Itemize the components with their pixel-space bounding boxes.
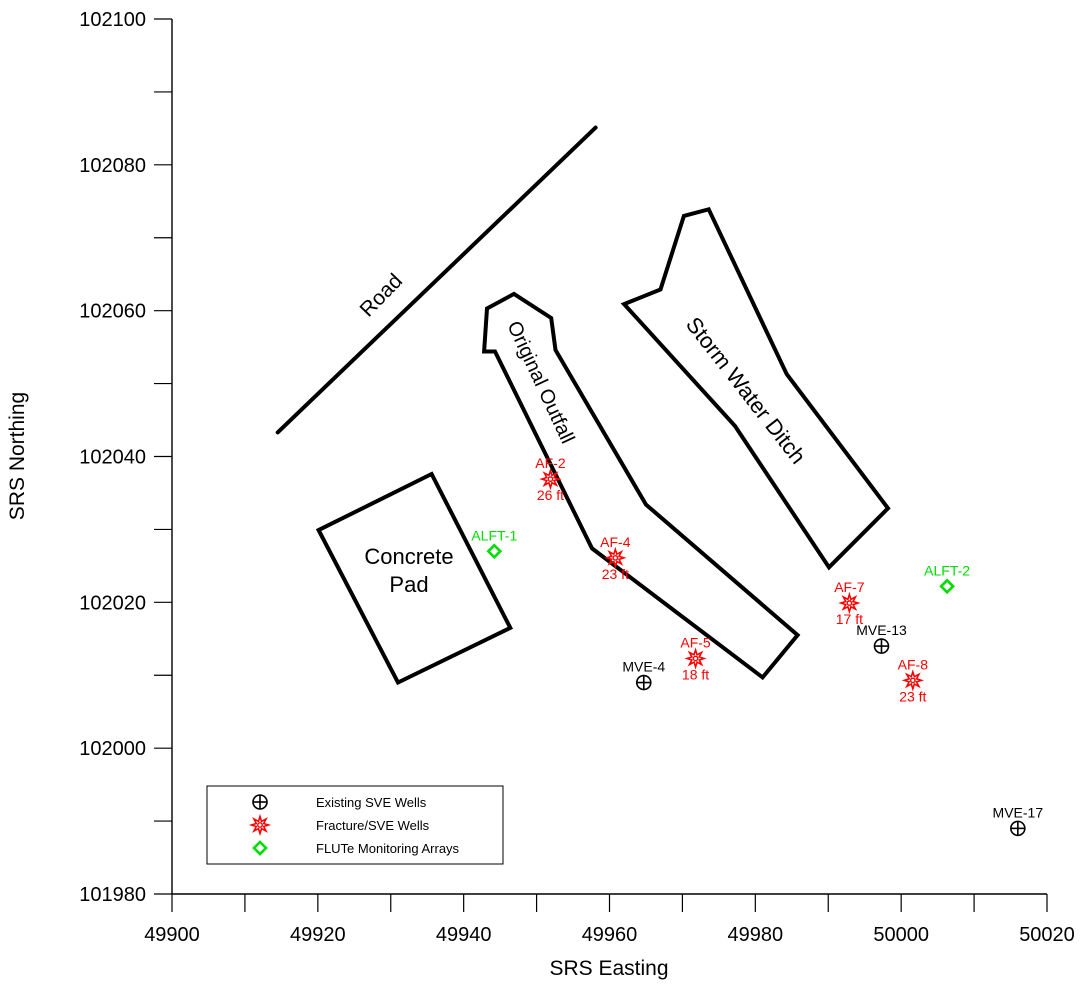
gear-hub [692, 655, 699, 662]
concrete-pad-label-line: Pad [389, 572, 428, 597]
original-outfall-outline [481, 291, 801, 681]
concrete-pad-label-line: Concrete [364, 544, 453, 569]
af-7-marker [838, 591, 861, 615]
original-outfall-label: Original Outfall [503, 318, 579, 447]
mve-13-label: MVE-13 [856, 622, 907, 638]
af-2-depth-label: 26 ft [537, 487, 564, 503]
af-5-label: AF-5 [680, 634, 711, 650]
x-tick-label: 49940 [436, 924, 492, 946]
gear-outline [901, 669, 924, 692]
af-5-depth-label: 18 ft [682, 666, 709, 682]
legend-flute-monitoring-arrays-symbol [252, 840, 268, 856]
axes: 49900 49920 49940 49960 49980 50000 50020 10198… [79, 9, 1075, 946]
af-2-label: AF-2 [535, 455, 566, 471]
y-axis-label: SRS Northing [6, 392, 29, 520]
gear-hub [846, 600, 853, 606]
y-tick-label: 101980 [79, 884, 146, 906]
af-5-marker [684, 647, 707, 670]
y-tick-label: 102000 [79, 738, 146, 760]
alft-2-marker [939, 578, 955, 595]
legend-fracture-sve-wells-label: Fracture/SVE Wells [316, 818, 430, 833]
legend-fracture-sve-wells-symbol [248, 813, 272, 837]
af-8-label: AF-8 [898, 656, 929, 672]
af-8-marker [901, 669, 924, 692]
legend-flute-monitoring-arrays-label: FLUTe Monitoring Arrays [316, 841, 460, 856]
alft-1-marker [486, 543, 503, 560]
gear-outline [684, 647, 707, 670]
af-4-marker [604, 546, 627, 569]
wells: MVE-4 MVE-13 MVE-17 AF-2 26 ft AF-4 23 ft AF-5 1… [471, 455, 1044, 837]
y-tick-label: 102020 [79, 592, 146, 614]
mve-4-label: MVE-4 [622, 659, 665, 675]
af-7-label: AF-7 [834, 579, 865, 595]
af-4-depth-label: 23 ft [602, 566, 629, 582]
legend-existing-sve-wells-symbol [252, 794, 268, 810]
concrete-pad-outline [315, 471, 514, 686]
af-4-label: AF-4 [600, 534, 631, 550]
af-8-depth-label: 23 ft [899, 688, 926, 704]
y-tick-label: 102040 [79, 447, 146, 469]
legend: Existing SVE Wells Fracture/SVE Wells FLUT… [206, 785, 504, 865]
gear-hub [612, 554, 619, 561]
y-tick-label: 102060 [79, 301, 146, 323]
af-7-depth-label: 17 ft [836, 611, 863, 627]
mve-13-marker [873, 638, 890, 654]
x-tick-label: 49980 [728, 924, 784, 946]
x-tick-label: 50020 [1019, 924, 1075, 946]
storm-water-ditch-outline [620, 206, 891, 571]
gear-outline [539, 467, 562, 491]
concrete-pad-label: Concrete Pad [364, 544, 453, 597]
mve-17-label: MVE-17 [993, 804, 1044, 820]
af-2-marker [539, 467, 562, 491]
mve-4-marker [635, 674, 652, 691]
x-tick-label: 49900 [144, 924, 200, 946]
x-tick-label: 49920 [290, 924, 346, 946]
gear-hub [909, 677, 916, 684]
x-tick-label: 49960 [582, 924, 638, 946]
mve-17-marker [1010, 820, 1026, 837]
x-axis-label: SRS Easting [549, 957, 668, 980]
alft-2-label: ALFT-2 [924, 562, 970, 578]
legend-existing-sve-wells-label: Existing SVE Wells [316, 795, 427, 810]
gear-hub [547, 476, 554, 483]
y-tick-label: 102080 [79, 155, 146, 177]
alft-1-label: ALFT-1 [471, 527, 517, 543]
road-line [275, 125, 598, 435]
gear-outline [838, 591, 861, 615]
y-tick-label: 102100 [79, 9, 146, 31]
gear-outline [248, 813, 272, 837]
x-tick-label: 50000 [873, 924, 929, 946]
gear-hub [257, 822, 263, 828]
gear-outline [604, 546, 627, 569]
